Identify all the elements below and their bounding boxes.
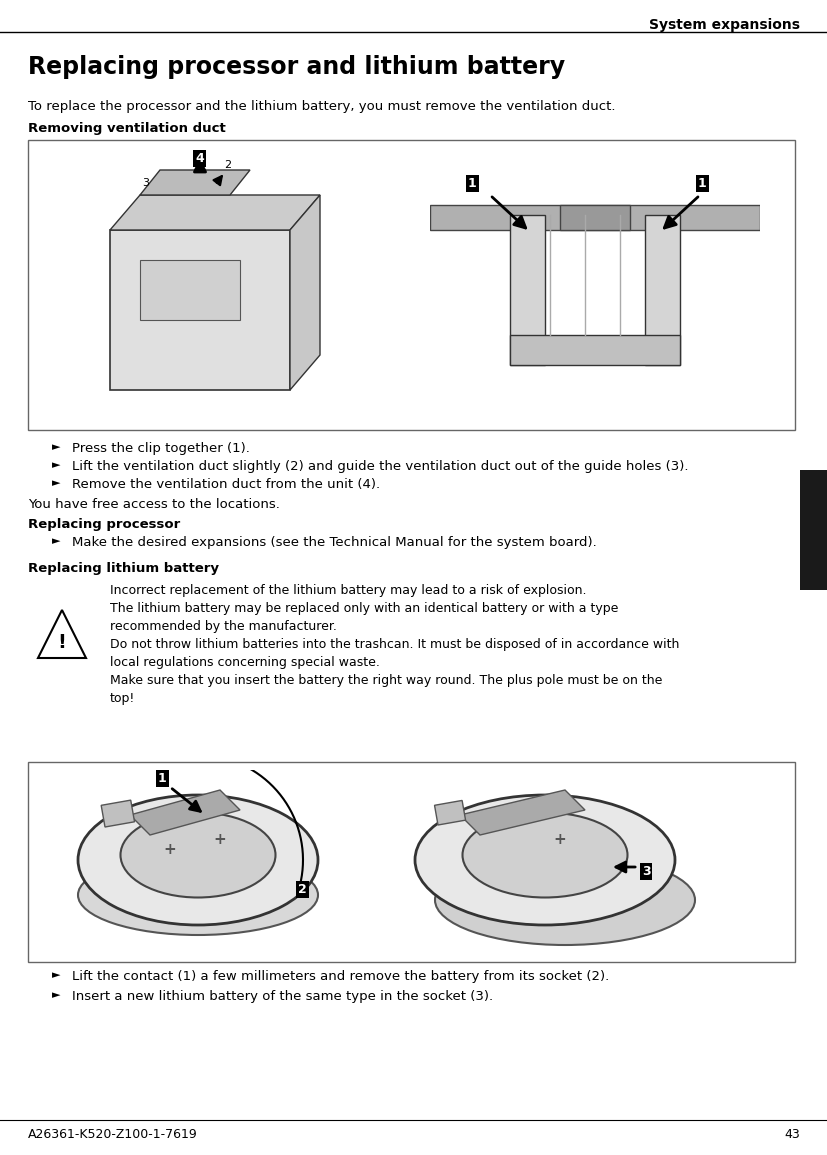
Text: ►: ► — [52, 460, 60, 470]
Text: Lift the ventilation duct slightly (2) and guide the ventilation duct out of the: Lift the ventilation duct slightly (2) a… — [72, 460, 689, 474]
Ellipse shape — [78, 795, 318, 925]
Text: Replacing lithium battery: Replacing lithium battery — [28, 562, 219, 575]
Text: Do not throw lithium batteries into the trashcan. It must be disposed of in acco: Do not throw lithium batteries into the … — [110, 638, 679, 651]
Text: recommended by the manufacturer.: recommended by the manufacturer. — [110, 620, 337, 633]
Text: To replace the processor and the lithium battery, you must remove the ventilatio: To replace the processor and the lithium… — [28, 100, 615, 113]
Text: Removing ventilation duct: Removing ventilation duct — [28, 122, 226, 135]
Text: You have free access to the locations.: You have free access to the locations. — [28, 498, 280, 511]
Polygon shape — [130, 790, 240, 835]
Ellipse shape — [121, 812, 275, 897]
Text: !: ! — [58, 633, 66, 651]
Text: 1: 1 — [698, 177, 707, 191]
Bar — [28, 762, 795, 962]
Bar — [510, 215, 545, 365]
Text: Make the desired expansions (see the Technical Manual for the system board).: Make the desired expansions (see the Tec… — [72, 536, 597, 549]
Text: +: + — [164, 842, 176, 857]
Ellipse shape — [415, 795, 675, 925]
Polygon shape — [290, 195, 320, 390]
Text: Insert a new lithium battery of the same type in the socket (3).: Insert a new lithium battery of the same… — [72, 990, 493, 1003]
Text: 1: 1 — [158, 772, 167, 785]
Text: ►: ► — [52, 536, 60, 546]
Text: Replacing processor and lithium battery: Replacing processor and lithium battery — [28, 55, 565, 79]
Polygon shape — [140, 170, 250, 195]
Ellipse shape — [435, 855, 695, 945]
Bar — [140, 260, 240, 320]
Text: 43: 43 — [784, 1128, 800, 1141]
Text: ►: ► — [52, 970, 60, 979]
Text: ►: ► — [52, 990, 60, 1000]
Text: 3: 3 — [642, 865, 651, 878]
Text: Press the clip together (1).: Press the clip together (1). — [72, 442, 250, 455]
Text: 2: 2 — [298, 884, 307, 896]
Bar — [110, 230, 290, 390]
Text: ►: ► — [52, 478, 60, 489]
Bar — [28, 140, 795, 430]
Text: +: + — [213, 833, 227, 848]
Text: 4: 4 — [195, 152, 203, 165]
Text: A26361-K520-Z100-1-7619: A26361-K520-Z100-1-7619 — [28, 1128, 198, 1141]
Text: 3: 3 — [142, 178, 149, 188]
Text: +: + — [553, 833, 566, 848]
Text: Incorrect replacement of the lithium battery may lead to a risk of explosion.: Incorrect replacement of the lithium bat… — [110, 584, 586, 597]
Bar — [434, 800, 466, 825]
Bar — [510, 335, 680, 365]
Polygon shape — [38, 610, 86, 658]
Bar — [645, 215, 680, 365]
Text: Replacing processor: Replacing processor — [28, 517, 180, 531]
Text: The lithium battery may be replaced only with an identical battery or with a typ: The lithium battery may be replaced only… — [110, 602, 619, 614]
Text: Lift the contact (1) a few millimeters and remove the battery from its socket (2: Lift the contact (1) a few millimeters a… — [72, 970, 609, 983]
Text: Make sure that you insert the battery the right way round. The plus pole must be: Make sure that you insert the battery th… — [110, 675, 662, 687]
Text: top!: top! — [110, 692, 136, 705]
Bar — [560, 204, 630, 230]
Text: Remove the ventilation duct from the unit (4).: Remove the ventilation duct from the uni… — [72, 478, 380, 491]
Polygon shape — [460, 790, 585, 835]
Bar — [101, 800, 135, 827]
Bar — [800, 470, 827, 590]
Ellipse shape — [78, 855, 318, 936]
Text: System expansions: System expansions — [649, 18, 800, 32]
Polygon shape — [110, 195, 320, 230]
Ellipse shape — [462, 812, 628, 897]
Text: ►: ► — [52, 442, 60, 452]
Text: local regulations concerning special waste.: local regulations concerning special was… — [110, 656, 380, 669]
Text: 2: 2 — [224, 161, 231, 170]
Text: 1: 1 — [468, 177, 476, 191]
Polygon shape — [430, 204, 760, 230]
